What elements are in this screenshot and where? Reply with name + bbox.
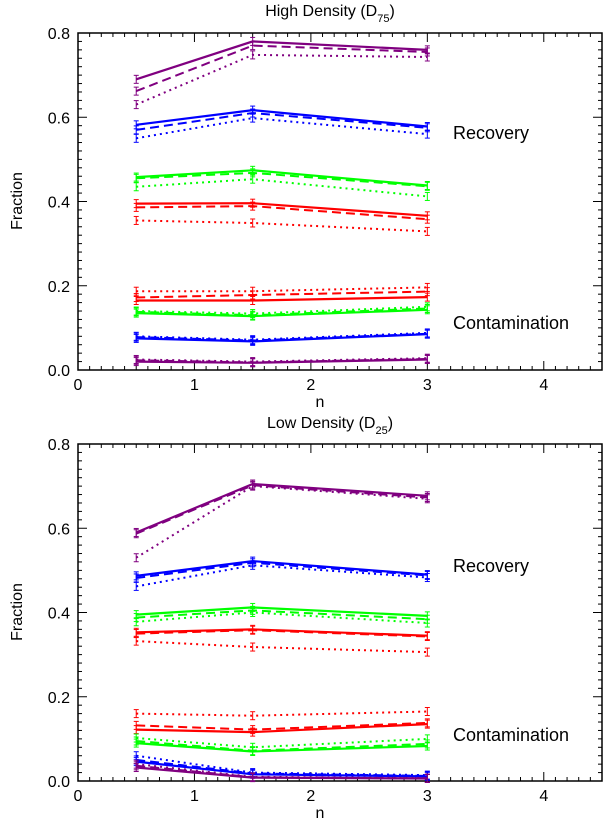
y-tick-label: 0.2 xyxy=(48,279,70,296)
chart-title: Low Density (D25) xyxy=(267,415,393,437)
y-tick-label: 0.2 xyxy=(48,690,70,707)
annotation-recovery: Recovery xyxy=(453,556,529,576)
x-tick-label: 0 xyxy=(74,788,83,805)
series-line xyxy=(136,710,428,717)
series-line xyxy=(136,296,428,302)
y-tick-label: 0.6 xyxy=(48,521,70,538)
series-line xyxy=(136,290,428,299)
series-line xyxy=(136,117,428,140)
x-tick-label: 2 xyxy=(306,377,315,394)
x-tick-label: 0 xyxy=(74,377,83,394)
y-axis-label: Fraction xyxy=(9,172,26,230)
series-line xyxy=(136,219,428,233)
x-tick-label: 4 xyxy=(539,377,548,394)
y-axis-label: Fraction xyxy=(9,583,26,641)
series-line xyxy=(136,286,428,293)
y-tick-label: 0.8 xyxy=(48,26,70,43)
series-line xyxy=(135,44,428,93)
series-line xyxy=(136,754,428,777)
x-tick-label: 1 xyxy=(190,377,199,394)
y-tick-label: 0.8 xyxy=(48,437,70,454)
series-line xyxy=(136,202,428,217)
series-line xyxy=(135,482,428,534)
chart-panel-2: Low Density (D25) 0 1 2 3 4 0.0 0.2 0.4 0.6 0.8 n Fr… xyxy=(9,415,603,822)
x-tick-label: 2 xyxy=(306,788,315,805)
series-line xyxy=(136,564,428,588)
x-axis-label: n xyxy=(316,805,325,822)
y-tick-label: 0.0 xyxy=(48,363,70,380)
y-tick-label: 0.4 xyxy=(48,195,70,212)
chart-panel-1: High Density (D75) 0 1 2 3 4 0.0 0.2 0.4 0.6 0.8 n F… xyxy=(9,3,603,411)
y-tick-label: 0.4 xyxy=(48,606,70,623)
annotation-recovery: Recovery xyxy=(453,123,529,143)
series-line xyxy=(136,640,428,654)
series-line xyxy=(135,53,428,106)
series-line xyxy=(135,485,428,559)
x-tick-label: 3 xyxy=(423,377,432,394)
x-axis-label: n xyxy=(316,394,325,411)
annotation-contamination: Contamination xyxy=(453,313,569,333)
x-tick-label: 1 xyxy=(190,788,199,805)
y-tick-label: 0.0 xyxy=(48,774,70,791)
series-line xyxy=(136,559,428,577)
x-tick-label: 3 xyxy=(423,788,432,805)
chart-title: High Density (D75) xyxy=(265,3,395,25)
y-tick-label: 0.6 xyxy=(48,110,70,127)
annotation-contamination: Contamination xyxy=(453,725,569,745)
x-tick-label: 4 xyxy=(539,788,548,805)
